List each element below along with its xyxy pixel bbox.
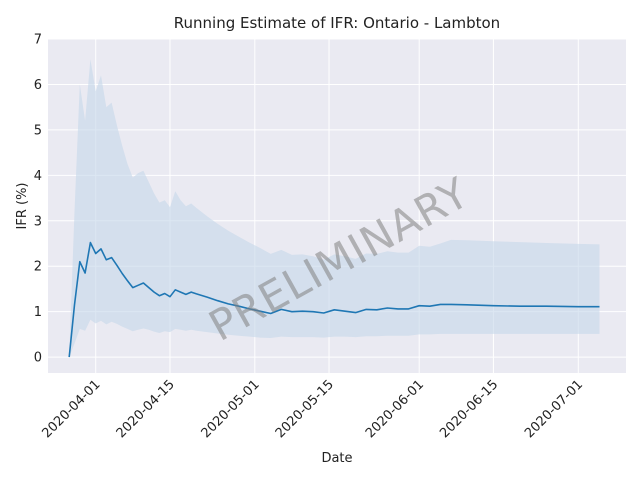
- y-tick-label: 7: [34, 33, 42, 48]
- chart-title: Running Estimate of IFR: Ontario - Lambt…: [174, 14, 500, 32]
- y-axis-ticks: 0 1 2 3 4 5 6 7: [34, 33, 42, 366]
- confidence-band-area: [69, 59, 600, 358]
- y-tick-label: 0: [34, 351, 42, 366]
- y-tick-label: 2: [34, 260, 42, 275]
- confidence-band: [69, 59, 600, 358]
- y-tick-label: 3: [34, 214, 42, 229]
- ifr-line: [68, 241, 600, 358]
- y-tick-label: 6: [34, 78, 42, 93]
- y-axis-label: IFR (%): [15, 183, 30, 230]
- x-axis-label: Date: [321, 451, 352, 466]
- y-tick-label: 1: [34, 305, 42, 320]
- y-tick-label: 4: [34, 169, 42, 184]
- ifr-series-line: [68, 241, 600, 358]
- y-tick-label: 5: [34, 123, 42, 138]
